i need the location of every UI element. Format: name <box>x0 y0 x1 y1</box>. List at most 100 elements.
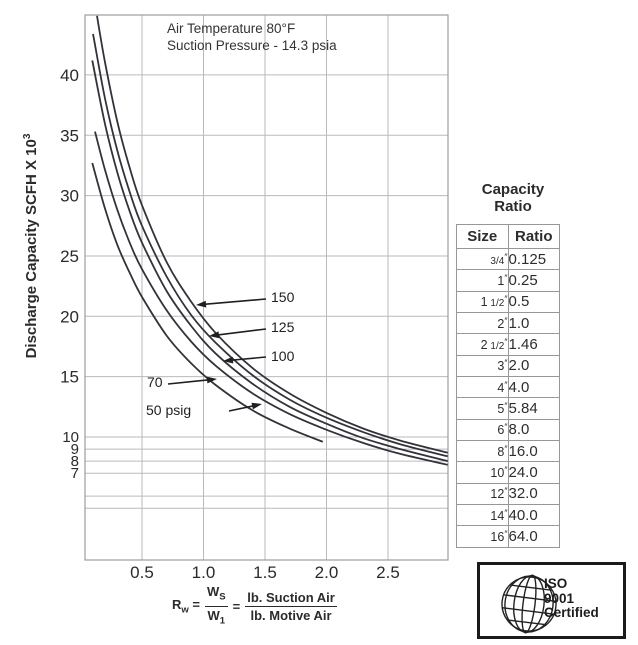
formula-equals: = <box>232 598 241 614</box>
table-row: 10″ 24.0 <box>456 461 560 484</box>
size-cell: 8″ <box>456 440 509 463</box>
size-cell: 2 1/2″ <box>456 333 509 356</box>
y-tick-label: 35 <box>60 126 79 145</box>
table-row: 14″ 40.0 <box>456 504 560 527</box>
table-row: 2″ 1.0 <box>456 312 560 335</box>
y-tick-label: 40 <box>60 66 79 85</box>
table-row: 12″ 32.0 <box>456 482 560 506</box>
iso-certified-line: Certified <box>544 605 599 620</box>
curve-label: 70 <box>147 374 163 390</box>
iso-number-line: 9001 <box>544 590 575 606</box>
ratio-cell: 0.5 <box>507 290 560 314</box>
x-tick-label: 0.5 <box>130 563 154 582</box>
annotation-arrowhead <box>223 356 234 364</box>
curve-150-psig <box>96 15 448 454</box>
ratio-cell: 24.0 <box>507 461 560 484</box>
table-header-row: Size Ratio <box>456 224 560 249</box>
table-row: 3/4″ 0.125 <box>456 247 560 271</box>
size-cell: 1″ <box>456 269 509 292</box>
curve-label: 100 <box>271 348 295 364</box>
plot-border <box>84 14 449 561</box>
size-cell: 4″ <box>456 376 509 399</box>
y-tick-label: 7 <box>71 465 79 482</box>
iso-badge-text: ISO 9001 Certified <box>544 576 599 621</box>
annotation-arrow-line <box>203 298 267 306</box>
y-tick-label: 30 <box>60 187 79 206</box>
formula-weight-fraction: WS W1 <box>205 584 228 627</box>
table-row: 4″ 4.0 <box>456 376 560 399</box>
curve-100-psig <box>91 60 448 462</box>
table-row: 8″ 16.0 <box>456 440 560 463</box>
x-tick-label: 2.0 <box>315 563 339 582</box>
condition-suction-pressure: Suction Pressure - 14.3 psia <box>167 37 337 53</box>
size-column-header: Size <box>456 224 509 249</box>
formula-lhs: Rw = <box>172 596 200 616</box>
annotation-arrow-line <box>228 404 255 412</box>
globe-icon <box>501 574 557 634</box>
ratio-column-header: Ratio <box>507 224 560 249</box>
ratio-cell: 32.0 <box>507 482 560 506</box>
y-tick-label: 20 <box>60 307 79 326</box>
ratio-cell: 1.0 <box>507 312 560 335</box>
size-cell: 6″ <box>456 418 509 442</box>
size-cell: 3″ <box>456 354 509 378</box>
ratio-cell: 8.0 <box>507 418 560 442</box>
iso-line: ISO <box>544 576 568 591</box>
annotation-arrow-line <box>230 356 267 362</box>
table-row: 1 1/2″ 0.5 <box>456 290 560 314</box>
curve-70-psig <box>94 131 448 466</box>
table-row: 1″ 0.25 <box>456 269 560 292</box>
annotation-arrowhead <box>209 331 220 339</box>
table-row: 6″ 8.0 <box>456 418 560 442</box>
size-cell: 2″ <box>456 312 509 335</box>
curve-label: 150 <box>271 289 295 305</box>
size-cell: 14″ <box>456 504 509 527</box>
y-axis-title-text: Discharge Capacity SCFH X 10 <box>23 139 40 359</box>
formula-air-fraction: lb. Suction Air lb. Motive Air <box>245 589 337 623</box>
annotation-arrowhead <box>196 300 207 308</box>
y-axis-title-exponent: 3 <box>22 133 33 140</box>
size-cell: 5″ <box>456 397 509 420</box>
capacity-ratio-title: Capacity Ratio <box>481 181 545 215</box>
ratio-cell: 2.0 <box>507 354 560 378</box>
ratio-cell: 0.25 <box>507 269 560 292</box>
capacity-ratio-table: Size Ratio 3/4″ 0.125 1″ 0.25 1 1/2″ 0.5 2″ 1.0… <box>456 224 560 548</box>
ratio-cell: 64.0 <box>507 525 560 548</box>
rw-formula: Rw = WS W1 = lb. Suction Air lb. Motive … <box>172 584 337 628</box>
ratio-cell: 5.84 <box>507 397 560 420</box>
y-tick-label: 8 <box>71 453 79 470</box>
curve-label: 50 psig <box>146 402 191 418</box>
condition-air-temperature: Air Temperature 80°F <box>167 21 296 36</box>
annotation-arrow-line <box>216 328 267 336</box>
curve-50-psig <box>91 162 324 443</box>
ratio-cell: 40.0 <box>507 504 560 527</box>
size-cell: 16″ <box>456 525 509 548</box>
curve-125-psig <box>92 33 448 458</box>
y-axis-title: Discharge Capacity SCFH X 103 <box>22 96 40 396</box>
y-tick-label: 25 <box>60 247 79 266</box>
curve-label: 125 <box>271 319 295 335</box>
x-tick-label: 2.5 <box>376 563 400 582</box>
size-cell: 3/4″ <box>456 247 509 271</box>
annotation-arrowhead <box>206 376 217 384</box>
y-tick-label: 9 <box>71 441 79 458</box>
table-row: 5″ 5.84 <box>456 397 560 420</box>
x-tick-label: 1.0 <box>192 563 216 582</box>
table-row: 2 1/2″ 1.46 <box>456 333 560 356</box>
annotation-arrowhead <box>251 402 262 410</box>
annotation-arrow-line <box>167 379 210 385</box>
chart-conditions: Air Temperature 80°F Suction Pressure - … <box>167 21 337 54</box>
y-tick-label: 10 <box>62 429 79 446</box>
ratio-cell: 4.0 <box>507 376 560 399</box>
size-cell: 1 1/2″ <box>456 290 509 314</box>
x-tick-label: 1.5 <box>253 563 277 582</box>
table-row: 16″ 64.0 <box>456 525 560 548</box>
iso-9001-badge: ISO 9001 Certified <box>477 562 626 639</box>
ratio-cell: 1.46 <box>507 333 560 356</box>
y-tick-label: 15 <box>60 368 79 387</box>
ratio-cell: 0.125 <box>507 247 560 271</box>
size-cell: 12″ <box>456 482 509 506</box>
ratio-cell: 16.0 <box>507 440 560 463</box>
